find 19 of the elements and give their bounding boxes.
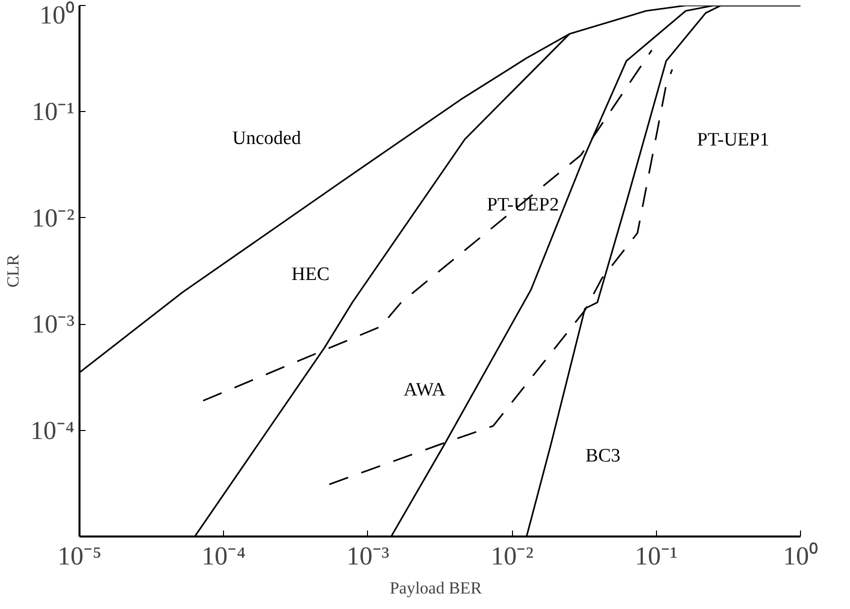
y-tick-label: 10⁻¹ bbox=[32, 97, 74, 126]
x-tick-label: 10⁻⁵ bbox=[57, 542, 102, 570]
series-label: HEC bbox=[291, 264, 330, 286]
text: Uncoded bbox=[232, 128, 302, 149]
x-tick-label: 10⁻⁴ bbox=[202, 542, 246, 570]
x-tick-label: 10⁻³ bbox=[346, 542, 390, 570]
series-label: AWA bbox=[404, 380, 446, 401]
x-tick-label: 10⁰ bbox=[783, 542, 818, 570]
y-tick-label: 10⁰ bbox=[40, 0, 74, 30]
y-tick-label: 10⁻² bbox=[32, 203, 75, 232]
series-label: BC3 bbox=[586, 446, 620, 467]
text: PT-UEP1 bbox=[697, 130, 770, 151]
y-tick-label: 10⁻⁴ bbox=[30, 416, 75, 445]
series-label: PT-UEP2 bbox=[486, 194, 559, 216]
x-tick-label: 10⁻¹ bbox=[634, 542, 678, 570]
y-axis-title: CLR bbox=[3, 254, 22, 288]
y-tick-label: 10⁻³ bbox=[32, 310, 75, 339]
x-tick-label: 10⁻² bbox=[490, 542, 534, 570]
x-axis-title: Payload BER bbox=[390, 578, 482, 598]
